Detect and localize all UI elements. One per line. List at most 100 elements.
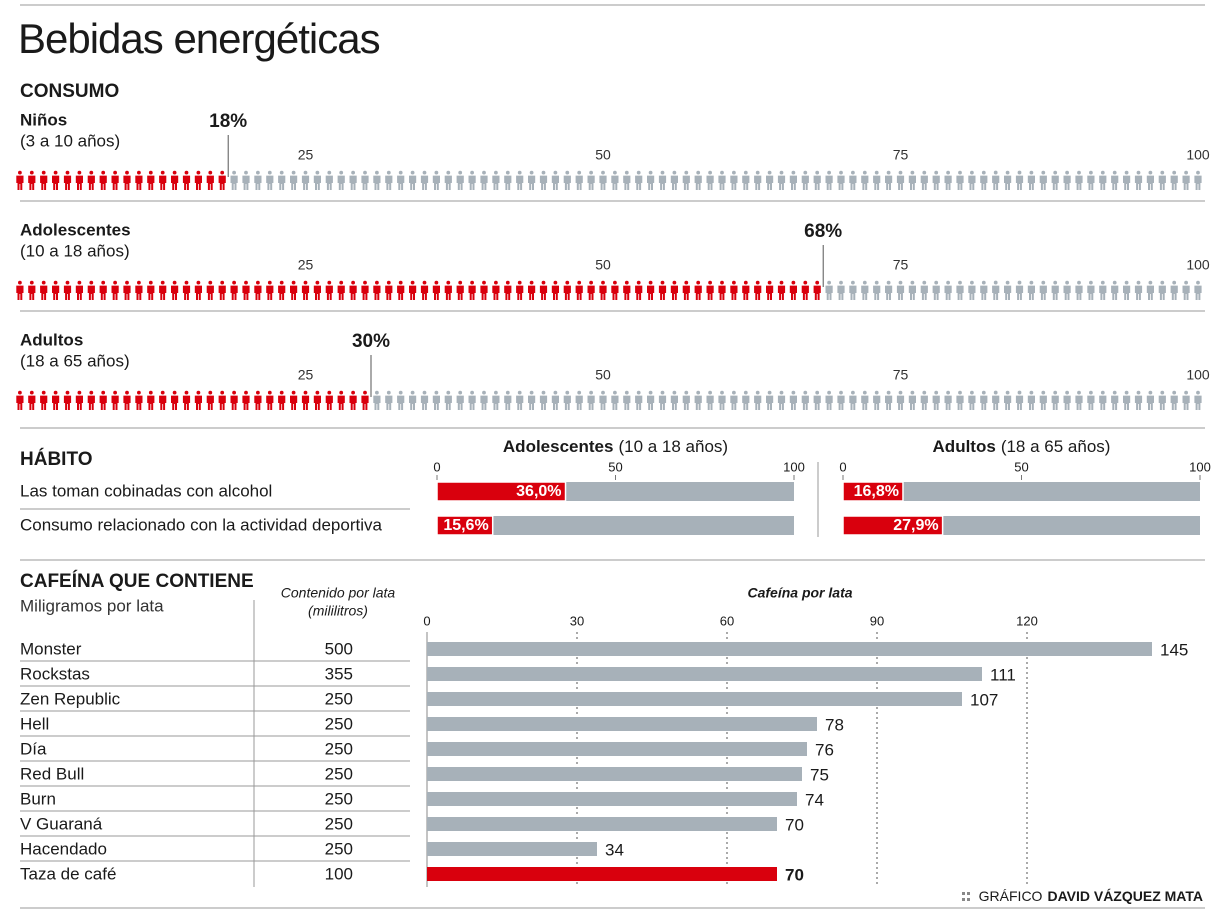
person-icon bbox=[694, 390, 702, 410]
person-icon bbox=[777, 170, 786, 190]
person-icon bbox=[1182, 280, 1190, 300]
person-icon bbox=[254, 280, 262, 300]
person-icon bbox=[635, 280, 643, 300]
person-icon bbox=[194, 390, 202, 410]
person-icon bbox=[694, 280, 702, 300]
person-icon bbox=[813, 390, 821, 410]
person-icon bbox=[539, 170, 548, 190]
person-icon bbox=[99, 280, 107, 300]
category-label: V Guaraná bbox=[20, 814, 103, 833]
person-icon bbox=[1099, 170, 1107, 190]
person-icon bbox=[706, 390, 714, 410]
person-icon bbox=[528, 390, 536, 410]
person-icon bbox=[1087, 390, 1095, 410]
person-icon bbox=[111, 170, 119, 190]
person-icon bbox=[432, 170, 440, 190]
person-icon bbox=[1194, 170, 1202, 190]
person-icon bbox=[40, 280, 48, 300]
bar-track bbox=[843, 482, 1200, 501]
person-icon bbox=[75, 390, 83, 410]
person-icon bbox=[16, 390, 24, 410]
person-icon bbox=[539, 280, 548, 300]
category-label: Burn bbox=[20, 789, 56, 808]
volume: 250 bbox=[325, 789, 353, 808]
person-icon bbox=[813, 280, 821, 300]
tick-label: 100 bbox=[783, 459, 805, 474]
value-label: 68% bbox=[804, 221, 842, 242]
person-icon bbox=[194, 280, 202, 300]
person-icon bbox=[1027, 390, 1035, 410]
person-icon bbox=[361, 280, 369, 300]
person-icon bbox=[99, 390, 107, 410]
person-icon bbox=[87, 280, 95, 300]
person-icon bbox=[718, 170, 726, 190]
group-subtitle: (18 a 65 años) bbox=[20, 351, 130, 370]
tick-label: 75 bbox=[893, 147, 909, 163]
person-icon bbox=[123, 170, 131, 190]
person-icon bbox=[1004, 170, 1012, 190]
person-icon bbox=[825, 280, 833, 300]
person-icon bbox=[337, 390, 345, 410]
person-icon bbox=[301, 280, 310, 300]
person-icon bbox=[611, 390, 619, 410]
person-icon bbox=[516, 390, 524, 410]
person-icon bbox=[551, 170, 559, 190]
person-icon bbox=[611, 170, 619, 190]
tick-label: 50 bbox=[1014, 459, 1028, 474]
person-icon bbox=[1111, 280, 1119, 300]
person-icon bbox=[873, 170, 881, 190]
person-icon bbox=[1146, 280, 1154, 300]
person-icon bbox=[361, 170, 369, 190]
person-icon bbox=[516, 170, 524, 190]
person-icon bbox=[28, 280, 36, 300]
person-icon bbox=[182, 170, 191, 190]
person-icon bbox=[432, 390, 440, 410]
person-icon bbox=[52, 170, 60, 190]
person-icon bbox=[87, 390, 95, 410]
person-icon bbox=[575, 280, 583, 300]
value-label: 111 bbox=[990, 665, 1016, 684]
person-icon bbox=[75, 280, 83, 300]
category-label: Monster bbox=[20, 639, 82, 658]
person-icon bbox=[290, 390, 298, 410]
person-icon bbox=[896, 170, 905, 190]
person-icon bbox=[182, 280, 191, 300]
icons-value bbox=[16, 170, 226, 190]
person-icon bbox=[278, 170, 286, 190]
panel-subtitle: (18 a 65 años) bbox=[1001, 437, 1111, 456]
person-icon bbox=[1075, 390, 1083, 410]
person-icon bbox=[968, 280, 976, 300]
person-icon bbox=[1158, 280, 1166, 300]
value-label: 18% bbox=[209, 111, 247, 132]
person-icon bbox=[528, 280, 536, 300]
person-icon bbox=[718, 390, 726, 410]
icons-rest bbox=[825, 280, 1202, 300]
person-icon bbox=[75, 170, 83, 190]
person-icon bbox=[575, 390, 583, 410]
category-label: Día bbox=[20, 739, 47, 758]
person-icon bbox=[789, 170, 797, 190]
group-subtitle: (3 a 10 años) bbox=[20, 131, 120, 150]
person-icon bbox=[837, 170, 845, 190]
person-icon bbox=[1087, 280, 1095, 300]
person-icon bbox=[968, 390, 976, 410]
person-icon bbox=[766, 170, 774, 190]
person-icon bbox=[266, 170, 274, 190]
person-icon bbox=[111, 280, 119, 300]
person-icon bbox=[63, 390, 72, 410]
value-label: 145 bbox=[1160, 640, 1188, 659]
person-icon bbox=[742, 390, 750, 410]
tick-label: 100 bbox=[1186, 367, 1210, 383]
person-icon bbox=[444, 170, 452, 190]
person-icon bbox=[873, 280, 881, 300]
person-icon bbox=[123, 280, 131, 300]
volume: 250 bbox=[325, 689, 353, 708]
person-icon bbox=[1087, 170, 1095, 190]
category-label: Hacendado bbox=[20, 839, 107, 858]
person-icon bbox=[147, 280, 155, 300]
person-icon bbox=[420, 170, 429, 190]
person-icon bbox=[599, 170, 607, 190]
person-icon bbox=[1015, 280, 1024, 300]
person-icon bbox=[789, 390, 797, 410]
section-subtitle: Miligramos por lata bbox=[20, 596, 164, 615]
